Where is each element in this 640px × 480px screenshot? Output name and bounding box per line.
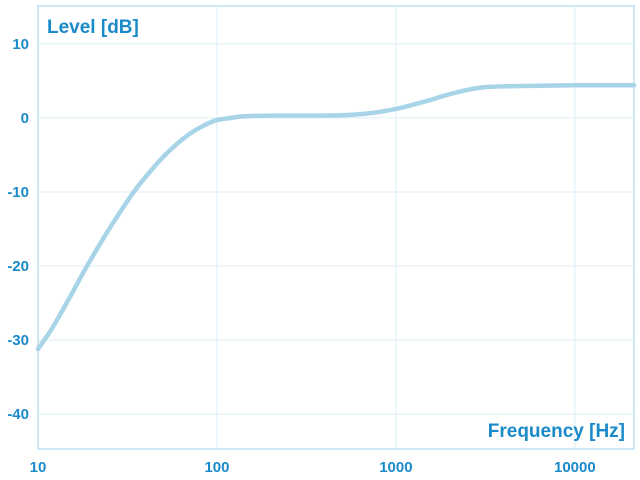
y-tick-label: -30 [7,332,29,349]
x-tick-label: 10 [30,459,47,476]
y-tick-label: -40 [7,406,29,423]
x-tick-label: 10000 [554,459,596,476]
x-axis-tick-labels: 10 100 1000 10000 [30,459,596,476]
y-axis-title: Level [dB] [47,17,139,38]
x-tick-label: 100 [204,459,229,476]
x-tick-label: 1000 [379,459,412,476]
y-tick-label: -10 [7,184,29,201]
y-tick-label: 10 [12,36,29,53]
plot-frame [37,5,635,450]
x-axis-title: Frequency [Hz] [488,421,625,442]
response-curve [35,82,637,352]
grid-lines [37,6,634,449]
y-tick-label: 0 [21,110,29,127]
plot-border [37,5,635,450]
y-axis-tick-labels: 10 0 -10 -20 -30 -40 [7,36,29,423]
y-tick-label: -20 [7,258,29,275]
